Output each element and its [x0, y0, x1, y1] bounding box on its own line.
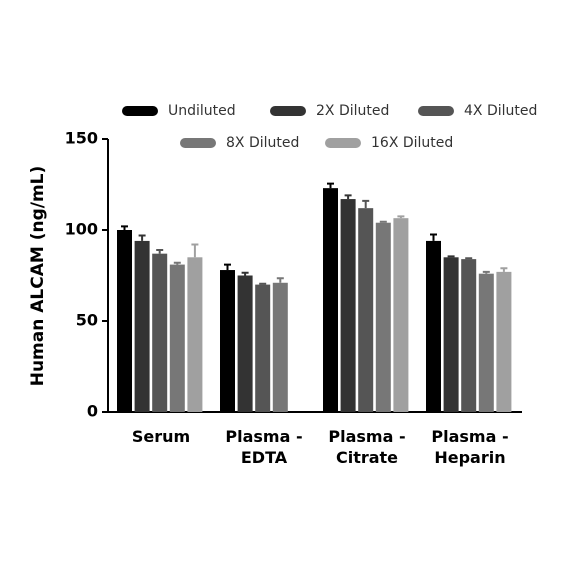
bar	[237, 275, 253, 412]
legend-label: 8X Diluted	[226, 135, 299, 151]
legend-label: 16X Diluted	[371, 135, 453, 151]
error-bar	[447, 255, 455, 258]
legend-swatch	[418, 106, 454, 116]
error-bar	[430, 233, 437, 241]
error-bar	[276, 277, 284, 283]
error-bar	[344, 194, 352, 200]
error-bar	[482, 270, 490, 274]
legend-swatch	[180, 138, 216, 148]
bar	[375, 222, 391, 412]
legend-swatch	[270, 106, 306, 116]
error-bar	[138, 234, 146, 241]
error-bar	[173, 261, 181, 265]
bar	[443, 257, 459, 412]
bar	[117, 230, 132, 412]
x-tick-label: Serum	[131, 427, 191, 446]
y-tick-label: 100	[65, 220, 98, 239]
bar	[134, 240, 150, 412]
error-bar	[156, 249, 164, 254]
error-bar	[191, 243, 199, 258]
y-tick-label: 50	[76, 311, 98, 330]
error-bar	[362, 199, 370, 209]
bar	[340, 199, 356, 412]
bar	[152, 253, 168, 412]
error-bar	[500, 267, 508, 272]
bar	[169, 264, 185, 412]
legend-swatch	[122, 106, 158, 116]
bar	[478, 273, 494, 412]
error-bar	[379, 220, 387, 223]
y-axis-label: Human ALCAM (ng/mL)	[28, 166, 48, 387]
bar	[358, 208, 374, 412]
bar	[426, 240, 441, 412]
bar	[220, 270, 235, 412]
error-bar	[397, 215, 405, 219]
error-bar	[241, 271, 249, 276]
legend-label: 4X Diluted	[464, 103, 537, 119]
bar	[323, 188, 338, 412]
legend-swatch	[325, 138, 361, 148]
x-tick-label: Plasma - Heparin	[431, 427, 509, 467]
y-tick-label: 0	[87, 402, 98, 421]
error-bar	[465, 257, 473, 260]
legend-label: 2X Diluted	[316, 103, 389, 119]
bar	[187, 257, 203, 412]
bar	[461, 259, 477, 412]
error-bar	[224, 263, 231, 271]
y-tick-label: 150	[65, 129, 98, 148]
error-bar	[327, 182, 334, 189]
bar	[255, 284, 271, 412]
x-tick-label: Plasma - EDTA	[225, 427, 303, 467]
error-bar	[121, 225, 128, 230]
x-tick-label: Plasma - Citrate	[328, 427, 406, 467]
bar	[496, 271, 512, 412]
bar	[393, 218, 409, 412]
error-bar	[259, 282, 267, 285]
bar	[272, 282, 288, 412]
legend-label: Undiluted	[168, 103, 236, 119]
